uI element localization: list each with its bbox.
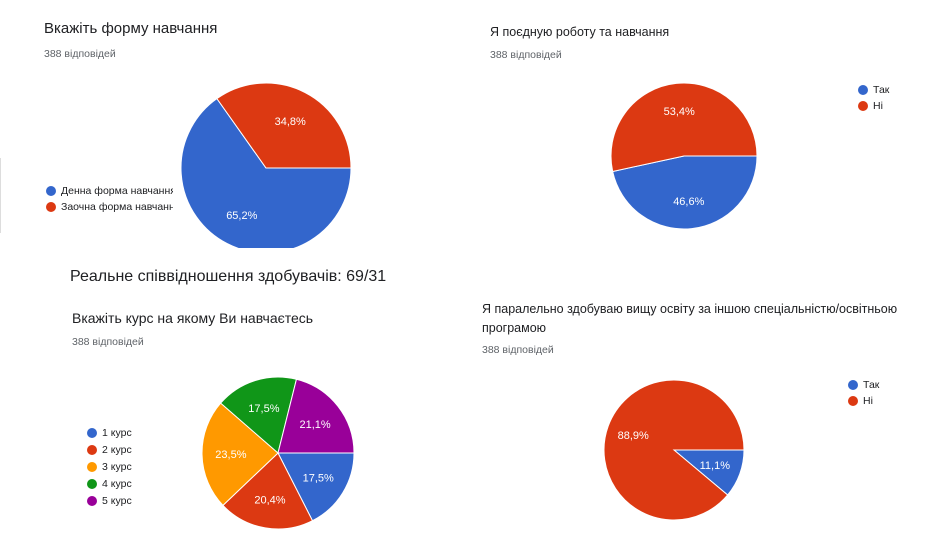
slice-label: 11,1% <box>700 460 731 472</box>
chart-panel-work-and-study: Я поєдную роботу та навчання 388 відпові… <box>480 8 900 248</box>
pie-slice <box>610 82 758 173</box>
legend-item: Так <box>848 377 879 393</box>
pie-slice <box>277 378 355 454</box>
chart-panel-second-degree: Я паралельно здобуваю вищу освіту за інш… <box>478 292 918 538</box>
legend-item: Заочна форма навчання <box>46 199 173 215</box>
legend-item: Так <box>858 82 889 98</box>
legend-dot-icon <box>87 495 97 506</box>
chart-legend: Так Ні <box>848 377 879 409</box>
legend-item: 5 курс <box>87 492 132 509</box>
legend-label: 1 курс <box>102 426 132 439</box>
legend-label: Так <box>863 379 880 391</box>
ratio-note: Реальне співвідношення здобувачів: 69/31 <box>70 268 387 285</box>
chart-response-count: 388 відповідей <box>482 344 554 356</box>
pie-slice <box>201 402 279 507</box>
chart-title: Я паралельно здобуваю вищу освіту за інш… <box>482 302 898 335</box>
pie-slice <box>603 379 745 521</box>
slice-label: 46,6% <box>673 196 704 208</box>
pie-slice <box>612 155 758 230</box>
legend-label: 4 курс <box>102 477 132 490</box>
chart-legend: Так Ні <box>858 82 889 114</box>
pie-slice <box>216 82 352 169</box>
legend-dot-icon <box>87 461 97 472</box>
chart-response-count: 388 відповідей <box>490 49 562 61</box>
legend-label: Денна форма навчання <box>61 185 173 197</box>
legend-label: Ні <box>873 100 883 112</box>
pie-chart: 17,5% 20,4% 23,5% 17,5% 21,1% <box>201 376 355 530</box>
slice-label: 21,1% <box>299 419 330 431</box>
slice-label: 65,2% <box>226 210 257 222</box>
legend-item: 2 курс <box>87 441 132 458</box>
legend-item: 4 курс <box>87 475 132 492</box>
chart-title: Я поєдную роботу та навчання <box>490 25 670 39</box>
legend-item: 3 курс <box>87 458 132 475</box>
pie-slice <box>219 376 298 454</box>
chart-title: Вкажіть курс на якому Ви навчаєтесь <box>72 310 314 326</box>
pie-slice <box>180 97 352 248</box>
chart-panel-study-form: Вкажіть форму навчання 388 відповідей Де… <box>36 8 436 248</box>
legend-dot-icon <box>87 444 97 455</box>
legend-label: Заочна форма навчання <box>61 201 173 213</box>
chart-panel-study-year: Вкажіть курс на якому Ви навчаєтесь 388 … <box>60 302 440 538</box>
legend-dot-icon <box>858 85 868 95</box>
legend-item: Ні <box>848 393 879 409</box>
legend-label: 5 курс <box>102 494 132 507</box>
pie-slice <box>277 452 355 522</box>
legend-dot-icon <box>46 186 56 196</box>
chart-legend: 1 курс 2 курс 3 курс 4 курс 5 курс <box>87 424 132 509</box>
chart-response-count: 388 відповідей <box>44 48 116 60</box>
legend-dot-icon <box>46 202 56 212</box>
legend-item: Ні <box>858 98 889 114</box>
slice-label: 23,5% <box>215 449 246 461</box>
slice-label: 88,9% <box>618 430 649 442</box>
slice-label: 20,4% <box>254 494 285 506</box>
slice-label: 17,5% <box>248 403 279 415</box>
chart-response-count: 388 відповідей <box>72 336 144 348</box>
legend-label: 3 курс <box>102 460 132 473</box>
legend-item: Денна форма навчання <box>46 183 173 199</box>
slice-label: 17,5% <box>303 473 334 485</box>
legend-label: Так <box>873 84 890 96</box>
legend-dot-icon <box>87 478 97 489</box>
legend-dot-icon <box>87 427 97 438</box>
legend-dot-icon <box>858 101 868 111</box>
legend-item: 1 курс <box>87 424 132 441</box>
pie-chart: 46,6% 53,4% <box>610 82 758 230</box>
chart-title: Вкажіть форму навчання <box>44 20 218 37</box>
left-edge-divider <box>0 158 1 233</box>
pie-chart: 65,2% 34,8% <box>180 82 352 248</box>
pie-slice <box>222 452 314 530</box>
slice-label: 34,8% <box>275 116 306 128</box>
legend-label: Ні <box>863 395 873 407</box>
pie-chart: 11,1% 88,9% <box>603 379 745 521</box>
legend-label: 2 курс <box>102 443 132 456</box>
chart-legend: Денна форма навчання Заочна форма навчан… <box>46 183 173 215</box>
legend-dot-icon <box>848 396 858 406</box>
slice-label: 53,4% <box>664 106 695 118</box>
legend-dot-icon <box>848 380 858 390</box>
